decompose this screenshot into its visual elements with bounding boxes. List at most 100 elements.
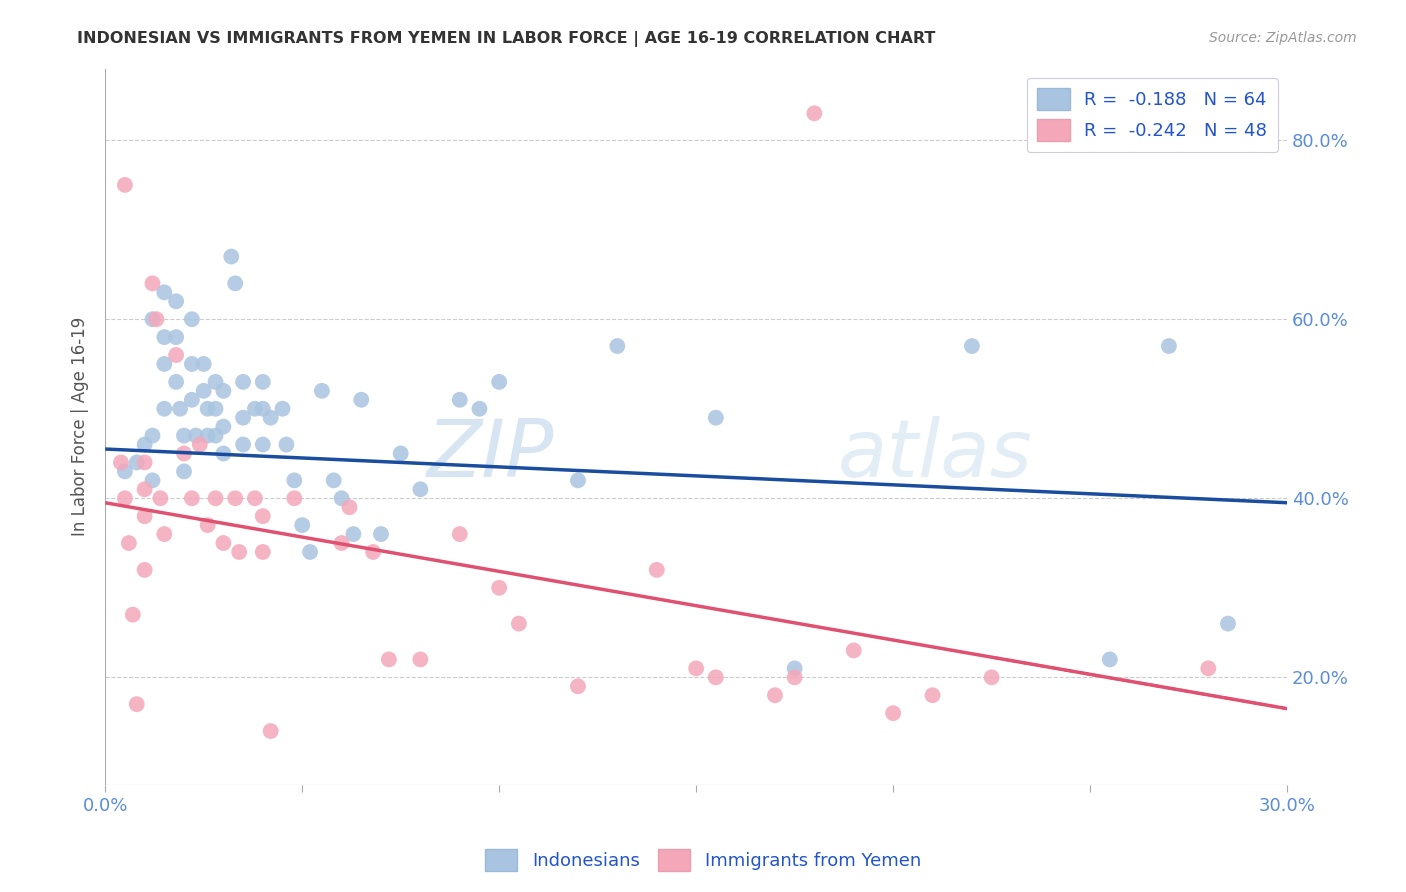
Point (252, 375, 274, 389)
Point (361, 545, 384, 559)
Point (704, 410, 727, 425)
Y-axis label: In Labor Force | Age 16-19: In Labor Force | Age 16-19 (72, 317, 89, 536)
Point (260, 410, 283, 425)
Point (219, 250, 242, 264)
Point (165, 375, 187, 389)
Point (180, 491, 202, 506)
Point (145, 312, 167, 326)
Point (121, 607, 143, 622)
Point (224, 277, 246, 291)
Point (197, 518, 219, 533)
Point (508, 616, 530, 631)
Point (322, 474, 344, 488)
Point (141, 277, 163, 291)
Text: INDONESIAN VS IMMIGRANTS FROM YEMEN IN LABOR FORCE | AGE 16-19 CORRELATION CHART: INDONESIAN VS IMMIGRANTS FROM YEMEN IN L… (77, 31, 936, 47)
Text: atlas: atlas (838, 417, 1033, 494)
Point (188, 437, 211, 451)
Point (153, 401, 176, 416)
Point (783, 670, 806, 684)
Point (134, 455, 156, 469)
Point (921, 688, 943, 702)
Point (110, 455, 132, 469)
Point (330, 491, 353, 506)
Point (193, 357, 215, 371)
Point (169, 401, 191, 416)
Point (803, 106, 825, 120)
Point (153, 527, 176, 541)
Point (339, 500, 361, 515)
Point (165, 330, 187, 344)
Legend: Indonesians, Immigrants from Yemen: Indonesians, Immigrants from Yemen (478, 842, 928, 879)
Point (1098, 652, 1121, 666)
Point (165, 348, 187, 362)
Point (134, 483, 156, 497)
Point (276, 437, 298, 451)
Point (299, 545, 322, 559)
Point (141, 312, 163, 326)
Point (389, 446, 412, 460)
Point (212, 384, 235, 398)
Point (409, 652, 432, 666)
Point (173, 446, 195, 460)
Point (1157, 339, 1180, 353)
Point (228, 545, 250, 559)
Point (180, 392, 202, 407)
Point (125, 697, 148, 711)
Point (149, 491, 172, 506)
Point (204, 375, 226, 389)
Point (370, 527, 392, 541)
Point (468, 401, 491, 416)
Point (704, 670, 727, 684)
Point (212, 446, 235, 460)
Point (204, 491, 226, 506)
Point (783, 661, 806, 675)
Point (243, 401, 266, 416)
Point (842, 643, 865, 657)
Point (134, 437, 156, 451)
Point (173, 428, 195, 442)
Text: Source: ZipAtlas.com: Source: ZipAtlas.com (1209, 31, 1357, 45)
Point (114, 491, 136, 506)
Point (645, 563, 668, 577)
Point (488, 581, 510, 595)
Point (173, 464, 195, 478)
Point (763, 688, 786, 702)
Point (960, 339, 983, 353)
Point (153, 357, 176, 371)
Point (118, 536, 141, 550)
Point (291, 518, 314, 533)
Point (134, 563, 156, 577)
Point (311, 384, 333, 398)
Point (567, 474, 589, 488)
Point (232, 437, 254, 451)
Point (252, 545, 274, 559)
Point (114, 464, 136, 478)
Point (114, 178, 136, 192)
Point (271, 401, 294, 416)
Point (567, 679, 589, 693)
Point (378, 652, 401, 666)
Point (252, 509, 274, 524)
Point (180, 357, 202, 371)
Point (212, 536, 235, 550)
Point (212, 419, 235, 434)
Point (342, 527, 364, 541)
Point (141, 428, 163, 442)
Point (153, 330, 176, 344)
Text: ZIP: ZIP (427, 417, 554, 494)
Point (134, 509, 156, 524)
Point (224, 491, 246, 506)
Point (260, 724, 283, 739)
Point (193, 384, 215, 398)
Point (330, 536, 353, 550)
Point (685, 661, 707, 675)
Point (165, 294, 187, 309)
Point (125, 455, 148, 469)
Point (197, 428, 219, 442)
Point (283, 491, 305, 506)
Point (204, 428, 226, 442)
Point (243, 491, 266, 506)
Point (180, 312, 202, 326)
Point (204, 401, 226, 416)
Point (882, 706, 904, 720)
